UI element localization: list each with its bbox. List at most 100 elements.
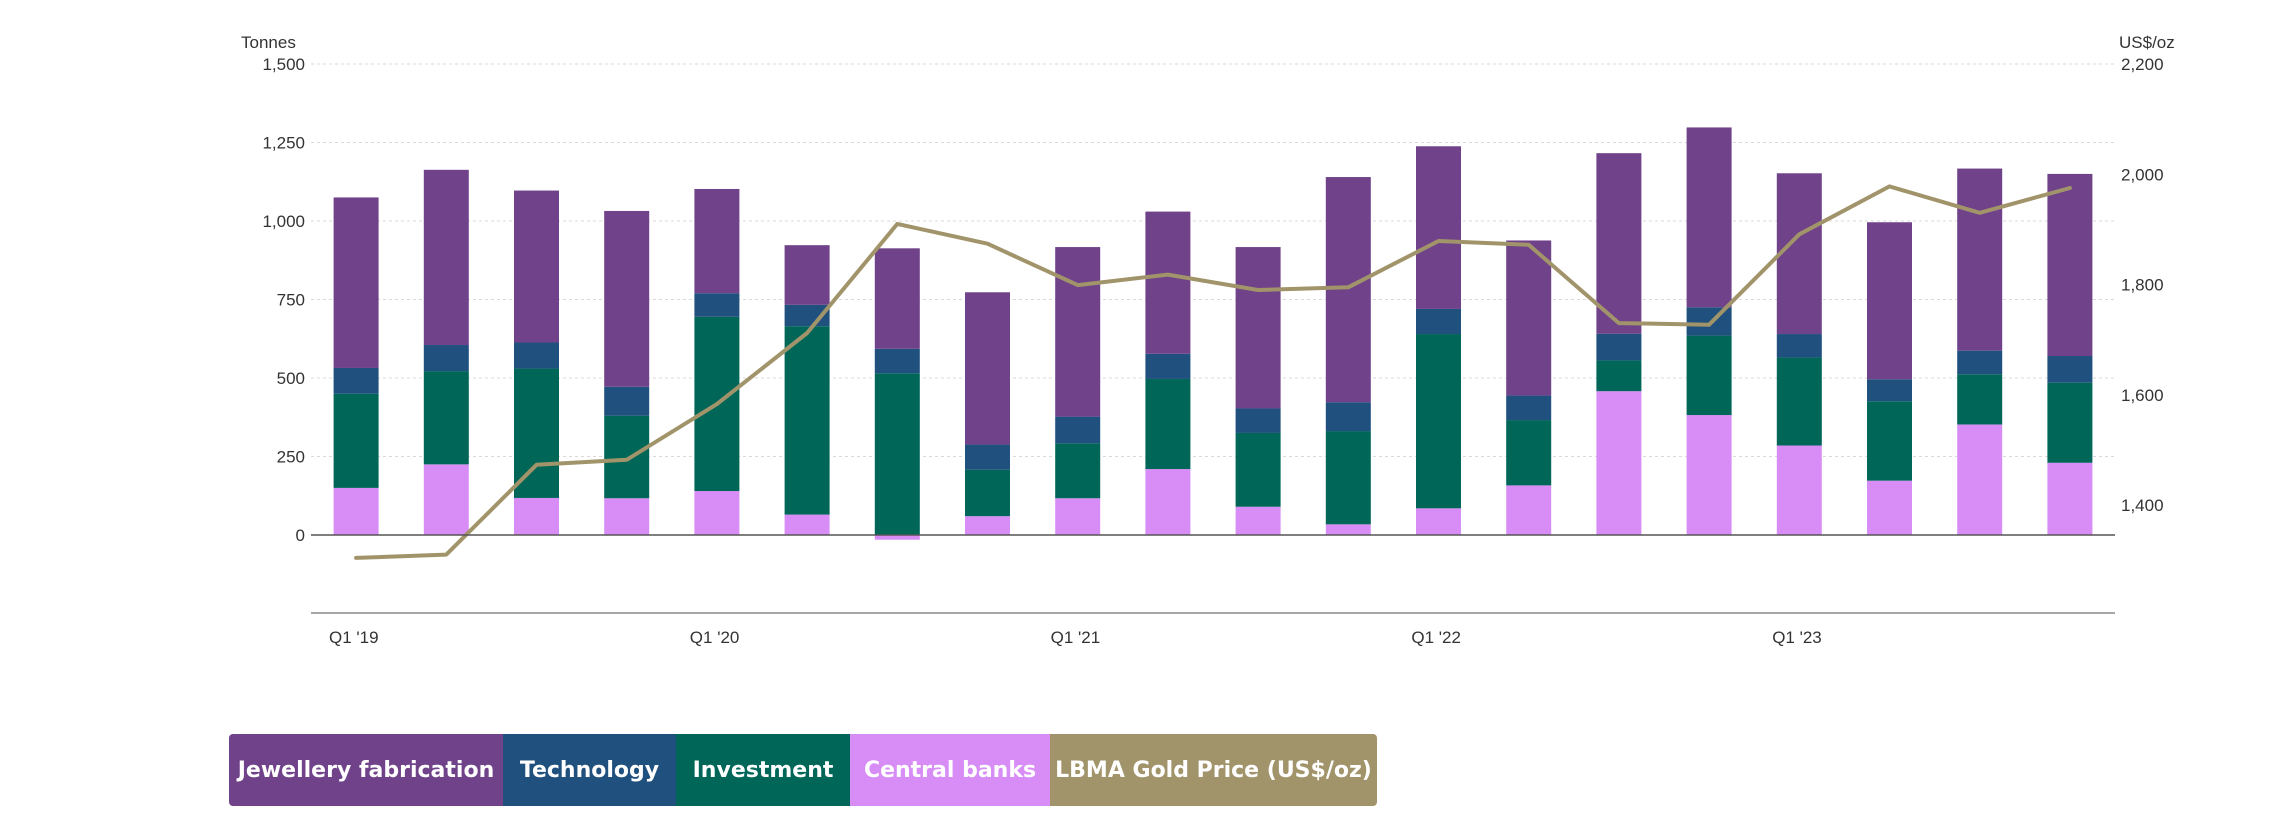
bar-segment	[1957, 374, 2003, 425]
bar-segment	[1416, 146, 1461, 309]
bar-segment	[1055, 247, 1101, 417]
bar-segment	[1145, 378, 1191, 470]
right-tick-label: 2,000	[2121, 165, 2164, 184]
bar-segment	[1416, 334, 1461, 509]
legend: Jewellery fabrication Technology Investm…	[229, 734, 1377, 806]
bar-segment	[1867, 379, 1912, 402]
legend-label: Central banks	[863, 757, 1037, 783]
bar-segment	[784, 514, 830, 535]
gold-price-line	[354, 184, 2072, 560]
bar-segment	[1506, 240, 1552, 396]
left-tick-label: 250	[277, 448, 305, 467]
bar-segment	[1596, 360, 1642, 392]
left-tick-label: 1,000	[262, 212, 305, 231]
bar-segment	[1596, 333, 1642, 361]
left-tick-label: 500	[277, 369, 305, 388]
bar-segment	[965, 292, 1010, 445]
bar-segment	[784, 326, 830, 515]
legend-label: Investment	[692, 757, 834, 783]
bar-segment	[1145, 469, 1191, 535]
bar-segment	[423, 371, 469, 465]
left-axis-title: Tonnes	[241, 33, 296, 52]
legend-item-central-banks[interactable]: Central banks	[850, 734, 1050, 806]
bar-segment	[1325, 402, 1371, 432]
bar-segment	[1506, 420, 1552, 486]
bar-segment	[2047, 462, 2093, 535]
bar-segment	[965, 516, 1010, 535]
bar-segment	[514, 342, 559, 369]
bar-segment	[874, 535, 920, 540]
bar-segment	[1686, 335, 1732, 416]
bar-segment	[1957, 424, 2003, 535]
bar-segment	[514, 368, 559, 498]
bar-segment	[1957, 168, 2003, 351]
bar-segment	[2047, 356, 2093, 383]
bar-segment	[423, 464, 469, 535]
bar-segment	[1776, 173, 1822, 335]
bar-segment	[1686, 127, 1732, 308]
bar-segment	[1867, 222, 1912, 380]
left-tick-label: 750	[277, 291, 305, 310]
bar-segment	[604, 386, 650, 416]
x-tick-label: Q1 '23	[1772, 628, 1822, 647]
bar-segment	[333, 367, 379, 394]
bar-segment	[1957, 350, 2003, 375]
right-tick-label: 2,200	[2121, 55, 2164, 74]
bar-segment	[514, 497, 559, 535]
bar-segment	[423, 345, 469, 372]
bar-segment	[694, 293, 740, 317]
bar-segment	[1506, 395, 1552, 421]
bar-segment	[874, 248, 920, 349]
bar-segment	[604, 210, 650, 387]
bar-segment	[1776, 445, 1822, 535]
bar-segment	[1235, 247, 1281, 409]
x-tick-label: Q1 '19	[329, 628, 379, 647]
bar-segment	[1776, 334, 1822, 358]
bar-segment	[784, 245, 830, 305]
bar-series	[333, 127, 2093, 540]
bar-segment	[965, 469, 1010, 517]
legend-item-technology[interactable]: Technology	[503, 734, 676, 806]
bar-segment	[874, 348, 920, 374]
bar-segment	[1235, 408, 1281, 433]
legend-label: LBMA Gold Price (US$/oz)	[1055, 757, 1372, 783]
bar-segment	[333, 197, 379, 368]
bar-segment	[1325, 524, 1371, 535]
x-tick-label: Q1 '21	[1051, 628, 1101, 647]
bar-segment	[604, 498, 650, 535]
legend-item-gold-price[interactable]: LBMA Gold Price (US$/oz)	[1050, 734, 1377, 806]
price-line-layer	[354, 184, 2072, 560]
legend-item-investment[interactable]: Investment	[676, 734, 850, 806]
bar-segment	[1867, 401, 1912, 481]
left-tick-label: 1,500	[262, 55, 305, 74]
bar-segment	[2047, 382, 2093, 463]
bar-segment	[1235, 506, 1281, 535]
bar-segment	[1506, 485, 1552, 535]
right-tick-label: 1,400	[2121, 496, 2164, 515]
right-tick-label: 1,600	[2121, 386, 2164, 405]
x-tick-label: Q1 '22	[1411, 628, 1461, 647]
bar-segment	[1055, 416, 1101, 444]
bar-segment	[333, 487, 379, 535]
bar-segment	[1416, 508, 1461, 535]
grid-lines	[311, 63, 2115, 457]
bar-segment	[1596, 391, 1642, 535]
bar-segment	[1776, 357, 1822, 446]
bar-segment	[1055, 443, 1101, 499]
bar-segment	[1235, 432, 1281, 507]
bar-segment	[1145, 211, 1191, 354]
legend-item-jewellery[interactable]: Jewellery fabrication	[229, 734, 503, 806]
axes: 1,500 1,250 1,000 750 500 250 0 2,200 2,000 1,800…	[262, 55, 2163, 647]
bar-segment	[1145, 353, 1191, 379]
bar-segment	[604, 415, 650, 499]
bar-segment	[874, 373, 920, 535]
bar-segment	[965, 444, 1010, 470]
legend-label: Jewellery fabrication	[237, 757, 495, 783]
right-tick-label: 1,800	[2121, 276, 2164, 295]
left-tick-label: 1,250	[262, 134, 305, 153]
x-tick-label: Q1 '20	[690, 628, 740, 647]
bar-segment	[1867, 480, 1912, 535]
right-axis-title: US$/oz	[2119, 33, 2175, 52]
bar-segment	[514, 190, 559, 343]
